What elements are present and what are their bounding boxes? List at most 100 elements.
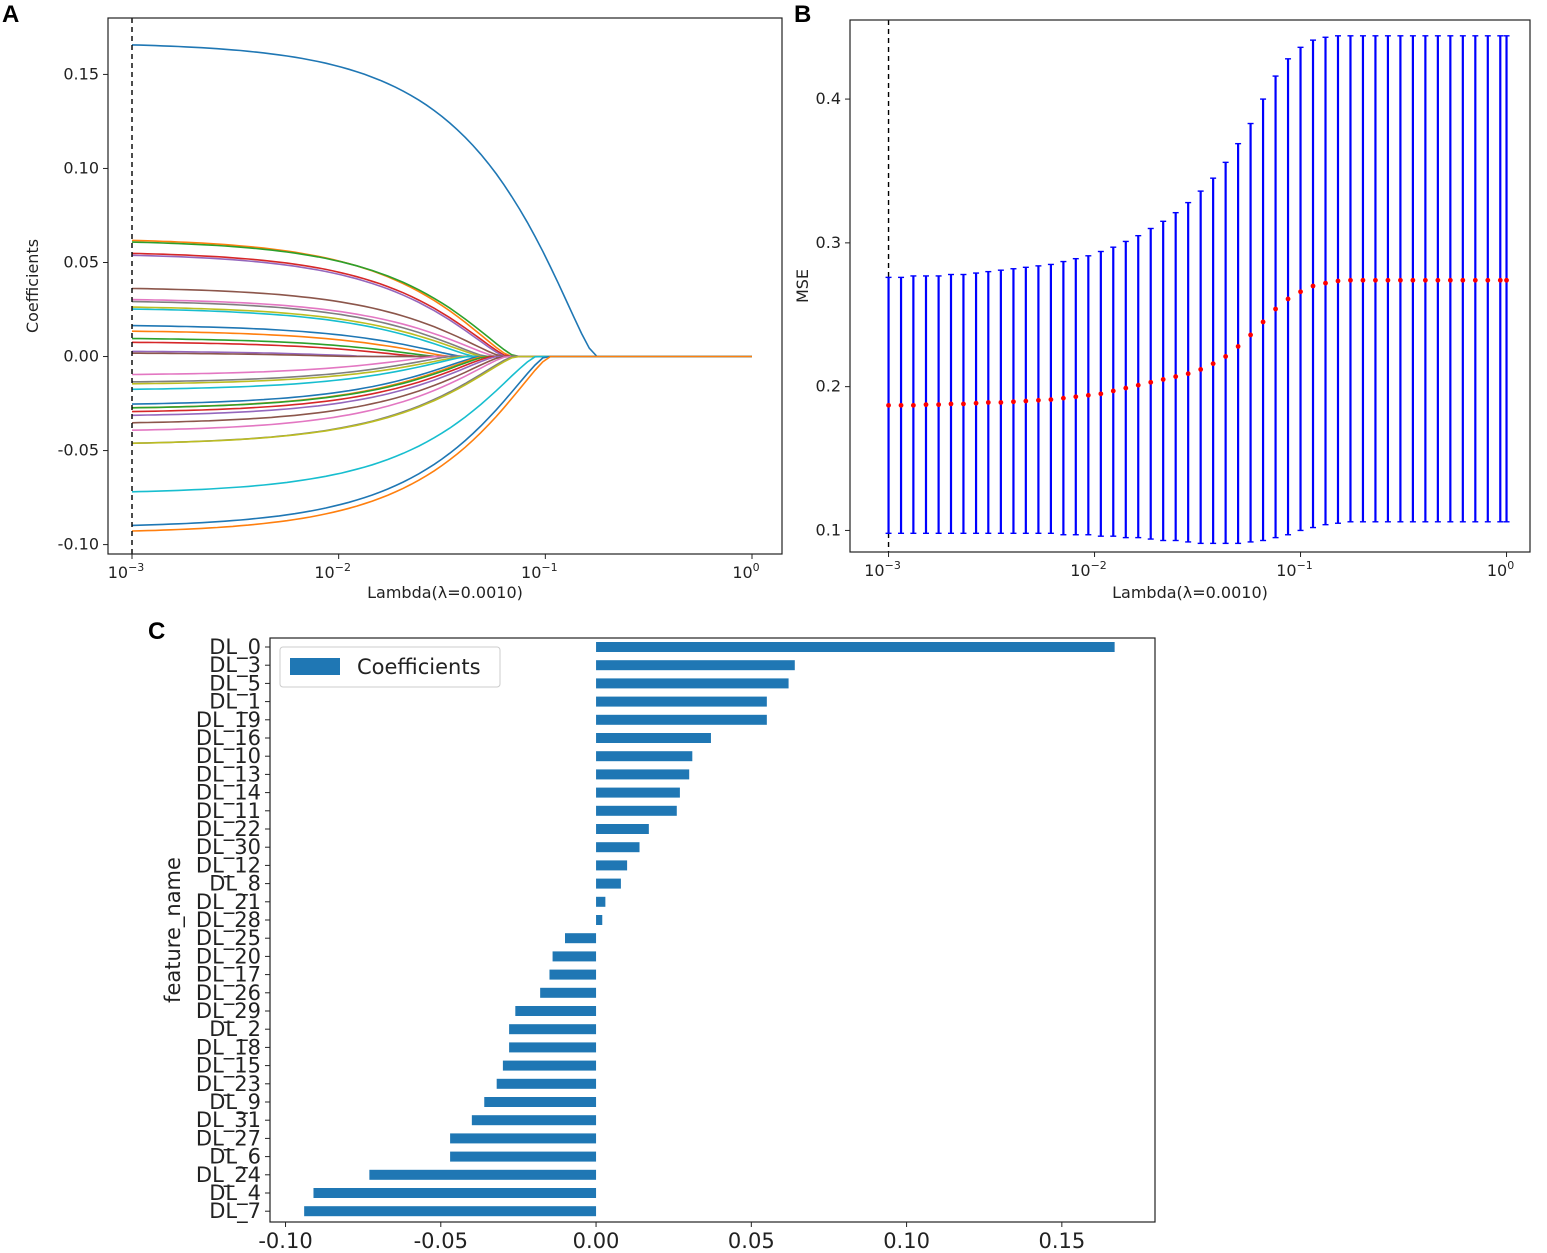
b-x-axis-label: Lambda(λ=0.0010) [1112,583,1268,602]
c-bar-dl-22 [596,824,649,834]
c-x-tick-label: -0.05 [414,1229,468,1253]
b-mean-point [1260,319,1266,325]
b-mean-point [1447,277,1453,283]
b-mean-point [1385,277,1391,283]
b-mean-point [1410,277,1416,283]
a-y-tick-label: 0.10 [63,158,99,177]
c-bar-dl-21 [596,896,606,907]
b-mean-point [1323,280,1328,286]
a-x-axis-label: Lambda(λ=0.0010) [367,583,523,602]
c-bar-dl-9 [484,1097,597,1107]
c-y-axis-label: feature_name [161,857,186,1003]
c-bar-dl-4 [313,1188,597,1198]
b-y-axis-ticks: 0.1 0.2 0.3 0.4 [816,89,850,539]
c-y-tick-label: DL_21 [196,890,261,915]
c-y-tick-label: DL_0 [209,635,261,660]
b-mean-point [1248,332,1253,338]
c-bar-dl-18 [509,1042,597,1053]
a-series-line-dl-7 [131,355,752,532]
b-mean-point [1398,277,1403,283]
c-bar-dl-6 [450,1151,597,1162]
c-y-tick-label: DL_24 [196,1163,261,1188]
a-series-lines [131,44,752,532]
b-x-tick-label: 100 [1487,559,1514,580]
b-mean-point [1504,277,1509,283]
c-y-tick-label: DL_7 [209,1199,261,1224]
c-y-tick-label: DL_12 [196,853,261,878]
c-bar-dl-13 [596,769,690,780]
b-x-tick-label: 10−1 [1276,559,1313,580]
c-y-tick-label: DL_15 [196,1054,261,1079]
b-mean-point [1273,306,1278,312]
c-bar-dl-10 [596,751,693,762]
c-bar-dl-29 [515,1006,597,1016]
c-y-tick-label: DL_26 [196,981,261,1006]
b-mean-point [1285,296,1291,302]
c-bar-dl-11 [596,805,677,816]
c-bar-dl-14 [596,787,680,798]
b-error-bars [885,35,1510,545]
c-y-tick-label: DL_17 [196,963,261,988]
b-mean-point [1373,277,1378,283]
c-legend-box [279,646,501,688]
c-bar-dl-7 [304,1206,597,1217]
b-mean-point [1048,397,1054,402]
b-x-tick-label: 10−2 [1070,559,1107,580]
b-mean-point [1472,277,1478,283]
c-bar-dl-5 [596,678,789,689]
c-bar-dl-3 [596,660,795,671]
b-mean-point [1085,392,1091,398]
c-y-tick-label: DL_30 [196,835,261,860]
b-mean-point [1235,343,1241,349]
b-mean-point [985,400,991,405]
c-bar-dl-25 [565,933,597,944]
c-bar-dl-17 [549,969,597,980]
a-y-tick-label: -0.05 [58,441,99,460]
b-mean-point [1023,398,1029,404]
b-y-tick-label: 0.2 [816,377,841,396]
b-mean-points [886,277,1509,408]
panel-letter-b: B [794,1,811,28]
b-y-tick-label: 0.4 [816,89,841,108]
c-legend-label: Coefficients [357,655,481,679]
b-x-tick-label: 10−3 [864,559,901,580]
b-mean-point [1360,277,1366,283]
c-x-tick-label: 0.05 [728,1229,775,1253]
c-y-tick-label: DL_22 [196,817,261,842]
c-bar-dl-1 [596,696,767,707]
c-bar-dl-12 [596,860,628,871]
b-mean-point [1198,366,1204,372]
a-y-axis-ticks: -0.10 -0.05 0.00 0.05 0.10 0.15 [58,64,108,554]
b-mean-point [1310,283,1316,289]
panel-letter-c: C [148,618,165,645]
c-y-tick-label: DL_11 [196,799,261,824]
c-y-tick-label: DL_27 [196,1126,261,1151]
b-mean-point [1160,377,1166,382]
b-mean-point [998,400,1004,405]
c-y-tick-label: DL_29 [196,999,261,1024]
b-mean-point [973,400,979,406]
c-bar-dl-15 [502,1060,597,1071]
b-mean-point [1011,399,1016,405]
b-mean-point [1073,394,1079,400]
b-mean-point [1485,277,1491,283]
b-mean-point [1110,388,1116,394]
c-bar-dl-16 [596,733,711,743]
a-x-axis-ticks: 10−3 10−2 10−1 100 [108,554,760,582]
b-mean-point [936,402,942,408]
c-bar-dl-31 [471,1115,597,1126]
c-plot-frame [269,637,1156,1223]
a-x-tick-label: 100 [732,561,759,582]
b-mean-point [1335,278,1341,284]
c-y-tick-label: DL_25 [196,926,261,951]
c-bar-dl-24 [369,1169,597,1180]
b-mean-point [1422,277,1428,283]
b-mean-point [1123,385,1129,391]
b-y-tick-label: 0.1 [816,520,841,539]
c-bar-dl-20 [552,951,597,962]
c-y-tick-label: DL_10 [196,744,261,769]
b-mean-point [1223,354,1229,359]
a-series-line-dl-23 [131,355,752,417]
panel-b-mse-path: 10−3 10−2 10−1 100 0.1 0.2 0.3 0.4 Lambda(λ=0.… [793,19,1531,602]
